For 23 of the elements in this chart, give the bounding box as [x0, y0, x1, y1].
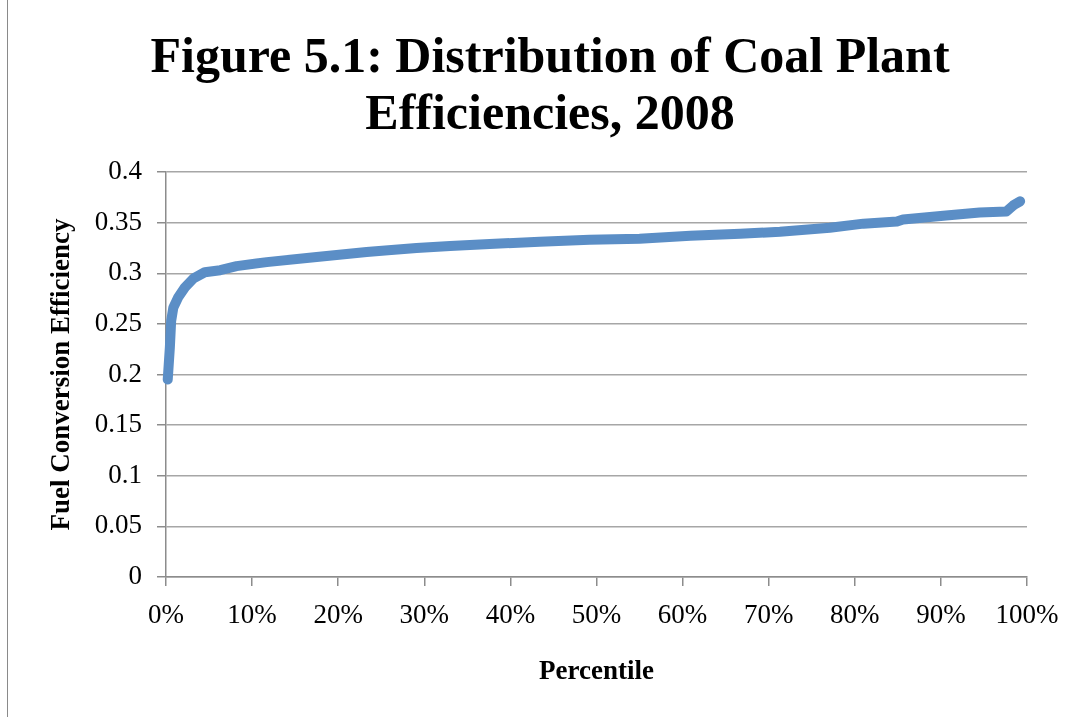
x-tick-label: 0%	[148, 599, 184, 630]
y-tick-label: 0.1	[108, 458, 142, 489]
y-tick-label: 0.4	[108, 155, 143, 186]
x-tick-label: 80%	[830, 599, 880, 630]
x-tick-label: 90%	[916, 599, 966, 630]
x-tick-label: 70%	[743, 599, 794, 630]
x-axis-title: Percentile	[539, 654, 654, 685]
x-tick-label: 50%	[571, 599, 622, 630]
y-axis-title: Fuel Conversion Efficiency	[45, 218, 76, 531]
y-tick-label: 0.05	[94, 509, 142, 540]
x-tick-label: 40%	[485, 599, 536, 630]
y-tick-label: 0.25	[94, 306, 142, 337]
x-tick-label: 100%	[995, 599, 1059, 630]
y-tick-label: 0	[128, 560, 142, 591]
chart-title: Figure 5.1: Distribution of Coal Plant Efficiencies, 2008	[149, 27, 951, 141]
y-tick-label: 0.15	[94, 408, 142, 439]
y-tick-label: 0.3	[108, 256, 142, 287]
y-tick-label: 0.35	[94, 205, 142, 236]
x-tick-label: 60%	[657, 599, 708, 630]
x-tick-label: 30%	[399, 599, 450, 630]
x-tick-label: 10%	[227, 599, 277, 630]
x-tick-label: 20%	[313, 599, 363, 630]
y-tick-label: 0.2	[108, 357, 142, 388]
